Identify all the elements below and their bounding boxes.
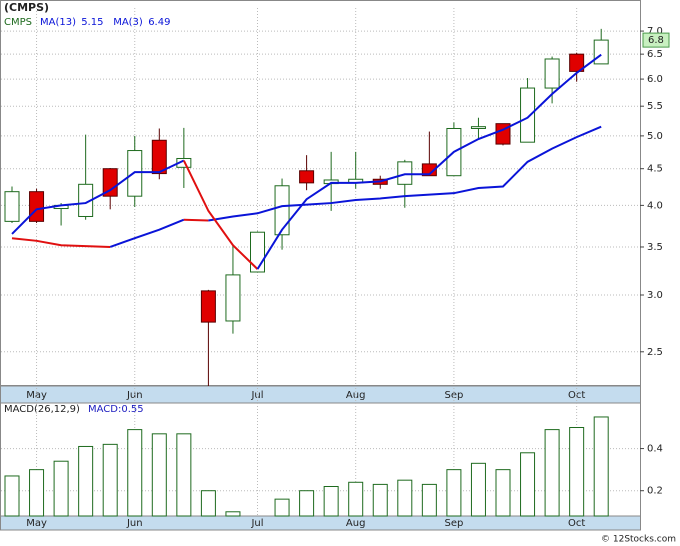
candle-body: [299, 170, 315, 184]
bar: [78, 445, 94, 517]
moving-average-line: [182, 160, 259, 270]
bar: [569, 427, 585, 517]
y-tick-label: 7.0: [647, 26, 663, 37]
candle-body: [470, 126, 486, 129]
legend-symbol: CMPS: [4, 17, 32, 28]
candle-body: [102, 168, 118, 197]
x-tick-label: Oct: [568, 518, 585, 529]
candle-body: [421, 163, 437, 177]
bar: [397, 479, 413, 517]
bar: [470, 462, 486, 517]
bar: [127, 429, 143, 517]
legend-name: MA(13): [40, 17, 76, 28]
candle-body: [151, 139, 167, 175]
bar: [151, 433, 167, 517]
y-tick-label: 5.5: [647, 101, 663, 112]
x-tick-label: Oct: [568, 390, 585, 401]
y-tick-label: 4.0: [647, 200, 663, 211]
bar: [421, 483, 437, 517]
bar: [225, 511, 241, 517]
legend-value: 6.49: [148, 17, 170, 28]
moving-average-line: [183, 218, 209, 222]
x-tick-label: Sep: [444, 390, 463, 401]
footer: © 12Stocks.com: [601, 535, 676, 545]
last-price-label: 6.8: [648, 35, 664, 46]
candle-body: [569, 53, 585, 72]
bar: [544, 429, 560, 517]
y-tick-label: 3.0: [647, 290, 663, 301]
candle-body: [520, 87, 536, 143]
bar: [200, 490, 216, 517]
candle-body: [225, 274, 241, 322]
bar: [29, 469, 45, 517]
candle-body: [397, 161, 413, 185]
y-tick-label: 0.2: [647, 486, 663, 497]
bar: [323, 486, 339, 517]
x-tick-label: Jul: [250, 390, 263, 401]
bar: [274, 498, 290, 517]
macd-legend: MACD:0.55: [88, 404, 144, 415]
candle-body: [200, 290, 216, 323]
last-price-box: [642, 32, 670, 48]
bar: [520, 452, 536, 517]
y-tick-label: 6.5: [647, 49, 663, 60]
macd-title: MACD(26,12,9): [4, 404, 80, 415]
bar: [53, 460, 69, 517]
moving-average-line: [11, 237, 111, 248]
bar: [446, 469, 462, 517]
moving-average-line: [11, 159, 185, 235]
bar: [593, 416, 609, 517]
moving-average-line: [256, 53, 602, 270]
x-tick-label: Jul: [250, 518, 263, 529]
y-tick-label: 5.0: [647, 131, 663, 142]
bar: [372, 483, 388, 517]
candle-body: [274, 185, 290, 236]
y-tick-label: 6.0: [647, 74, 663, 85]
x-tick-label: Aug: [346, 390, 366, 401]
bar: [4, 475, 20, 517]
x-tick-label: May: [26, 390, 47, 401]
bar: [299, 490, 315, 517]
price-axis-strip: [0, 385, 641, 404]
y-tick-label: 4.5: [647, 164, 663, 175]
moving-average-line: [109, 218, 185, 248]
bar: [102, 443, 118, 517]
x-tick-label: Aug: [346, 518, 366, 529]
x-tick-label: Jun: [126, 390, 143, 401]
macd-axis-strip: [0, 515, 641, 531]
moving-average-line: [208, 125, 602, 222]
legend-value: 5.15: [81, 17, 103, 28]
candle-body: [250, 231, 265, 273]
bar: [495, 469, 511, 517]
x-tick-label: Jun: [126, 518, 143, 529]
candle-body: [29, 191, 45, 222]
candle-body: [544, 58, 560, 89]
candle-body: [593, 39, 609, 65]
y-tick-label: 3.5: [647, 242, 663, 253]
x-tick-label: Sep: [444, 518, 463, 529]
bar: [176, 433, 192, 517]
chart-title: (CMPS): [4, 1, 49, 14]
legend-name: MA(3): [113, 17, 143, 28]
y-tick-label: 2.5: [647, 347, 663, 358]
bar: [348, 481, 364, 517]
candle-body: [4, 191, 20, 222]
x-tick-label: May: [26, 518, 47, 529]
y-tick-label: 0.4: [647, 444, 663, 455]
